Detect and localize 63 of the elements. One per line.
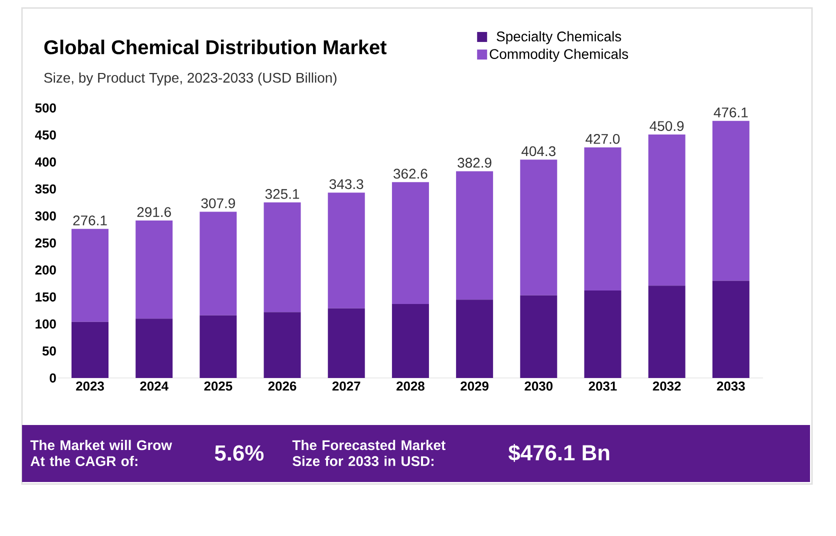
bar <box>200 315 237 378</box>
text: $476.1 Bn <box>508 444 610 462</box>
bar <box>264 202 301 312</box>
x-tick-label: 2030 <box>524 382 553 391</box>
bar <box>520 160 558 296</box>
total-label: 404.3 <box>522 146 556 156</box>
y-tick-label: 250 <box>35 238 56 248</box>
y-tick-label: 100 <box>36 319 56 329</box>
text: The Market will Grow At the CAGR of: <box>30 440 172 466</box>
x-tick-label: 2026 <box>268 382 296 391</box>
y-tick-label: 150 <box>36 292 56 302</box>
y-tick-label: 0 <box>50 373 56 383</box>
y-tick-label: 400 <box>35 157 56 167</box>
y-tick-label: 50 <box>42 346 56 356</box>
total-label: 291.6 <box>137 207 171 218</box>
chart-title: Global Chemical Distribution Market <box>44 40 386 54</box>
bar <box>648 286 686 378</box>
x-tick-label: 2029 <box>460 382 488 391</box>
bar <box>328 192 365 308</box>
total-label: 307.9 <box>201 198 235 208</box>
x-tick-label: 2031 <box>588 382 617 391</box>
bar <box>136 318 173 378</box>
text: The Forecasted Market Size for 2033 in USD: <box>292 440 446 466</box>
x-tick-label: 2033 <box>716 382 745 391</box>
bar <box>584 147 622 291</box>
x-tick-label: 2023 <box>76 382 104 391</box>
total-label: 362.6 <box>394 168 428 179</box>
bar <box>456 171 494 300</box>
y-tick-label: 300 <box>35 211 56 221</box>
text: 5.6% <box>214 445 264 461</box>
x-tick-label: 2025 <box>204 382 232 391</box>
y-tick-label: 200 <box>35 265 56 275</box>
legend-label: Commodity Chemicals <box>490 48 628 62</box>
bar <box>72 322 109 378</box>
bar <box>648 134 686 286</box>
x-tick-label: 2027 <box>332 382 360 391</box>
bar <box>136 220 173 319</box>
bar <box>584 290 622 378</box>
x-tick-label: 2028 <box>396 382 424 391</box>
total-label: 476.1 <box>714 107 748 118</box>
bar <box>392 182 429 304</box>
bar <box>520 295 558 378</box>
y-tick-label: 350 <box>35 184 56 194</box>
total-label: 276.1 <box>73 215 107 226</box>
total-label: 325.1 <box>265 189 300 199</box>
bar <box>200 212 237 316</box>
bar <box>264 312 301 378</box>
chart-subtitle: Size, by Product Type, 2023-2033 (USD Billion) <box>44 72 336 86</box>
bar <box>712 120 750 281</box>
y-tick-label: 450 <box>35 130 56 140</box>
x-tick-label: 2032 <box>652 382 681 391</box>
x-tick-label: 2024 <box>140 382 168 391</box>
bar <box>392 304 429 378</box>
total-label: 343.3 <box>329 179 364 190</box>
total-label: 427.0 <box>586 134 620 144</box>
bar <box>712 280 750 378</box>
legend-label: Specialty Chemicals <box>496 31 622 44</box>
bar <box>72 228 109 322</box>
bar <box>328 308 365 378</box>
y-tick-label: 500 <box>35 103 56 113</box>
bar <box>456 300 494 378</box>
total-label: 382.9 <box>458 158 492 168</box>
total-label: 450.9 <box>650 121 684 131</box>
